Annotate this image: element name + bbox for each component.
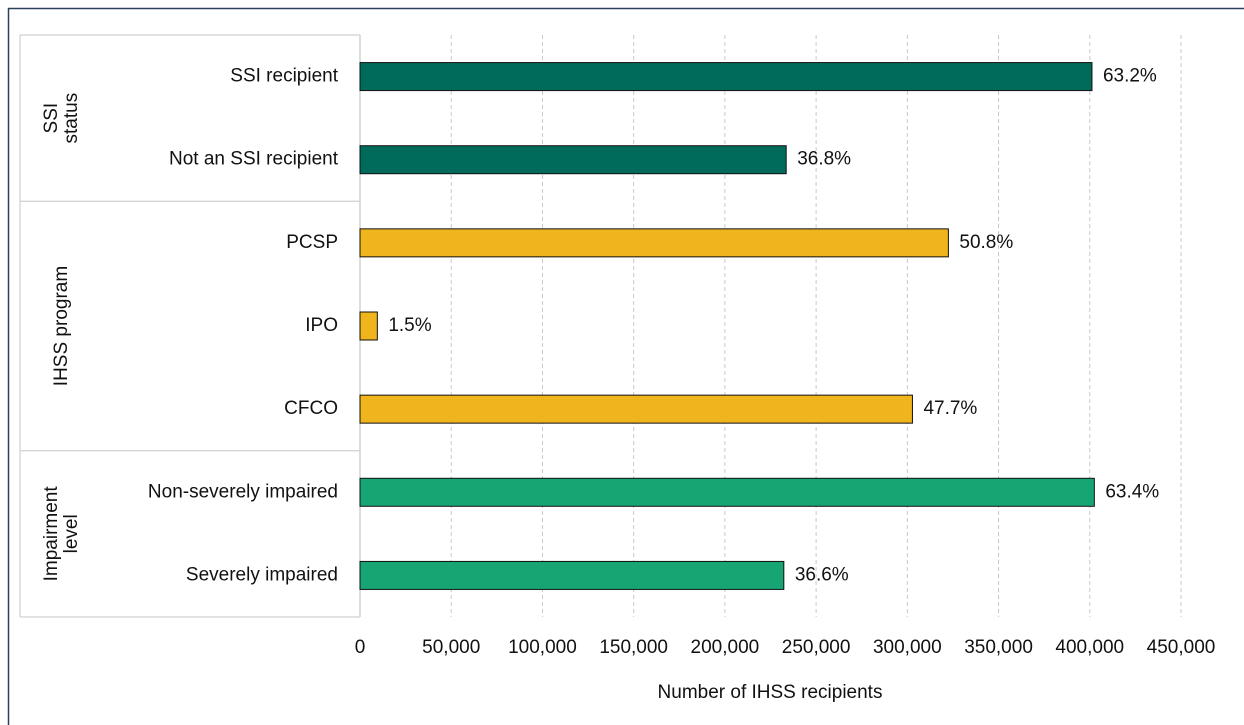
value-label: 36.8% <box>797 149 851 170</box>
bar <box>359 62 1093 92</box>
value-label: 63.4% <box>1105 481 1159 502</box>
bar <box>359 145 787 175</box>
x-tick-label: 450,000 <box>1147 637 1216 658</box>
value-label: 50.8% <box>959 232 1013 253</box>
y-tick-label: SSI recipient <box>230 66 338 87</box>
x-tick-label: 100,000 <box>508 637 577 658</box>
x-tick-label: 200,000 <box>691 637 760 658</box>
bar <box>359 394 913 424</box>
y-tick-label: Non-severely impaired <box>148 481 338 502</box>
group-label-line: SSI <box>41 103 62 134</box>
group-label-line: level <box>61 514 82 553</box>
bar <box>359 560 785 590</box>
y-tick-label: IPO <box>305 315 338 336</box>
value-label: 63.2% <box>1103 66 1157 87</box>
y-tick-label: Not an SSI recipient <box>169 149 339 170</box>
y-tick-label: Severely impaired <box>186 564 338 585</box>
x-tick-label: 0 <box>355 637 366 658</box>
group-label-line: status <box>61 93 82 144</box>
y-tick-label: PCSP <box>286 232 338 253</box>
value-label: 1.5% <box>388 315 431 336</box>
group-label: Impairmentlevel <box>41 486 82 582</box>
bar <box>359 311 378 341</box>
x-tick-label: 350,000 <box>964 637 1033 658</box>
value-label: 36.6% <box>795 564 849 585</box>
x-tick-label: 150,000 <box>599 637 668 658</box>
bar <box>359 228 949 258</box>
x-axis-label: Number of IHSS recipients <box>658 682 883 703</box>
x-tick-label: 300,000 <box>873 637 942 658</box>
x-tick-label: 400,000 <box>1055 637 1124 658</box>
value-label: 47.7% <box>923 398 977 419</box>
bar <box>359 477 1095 507</box>
x-tick-label: 50,000 <box>422 637 480 658</box>
group-label: IHSS program <box>51 266 72 386</box>
x-tick-label: 250,000 <box>782 637 851 658</box>
group-label: SSIstatus <box>41 93 82 144</box>
y-tick-label: CFCO <box>284 398 338 419</box>
frame <box>7 7 1244 725</box>
group-label-line: Impairment <box>41 486 62 582</box>
